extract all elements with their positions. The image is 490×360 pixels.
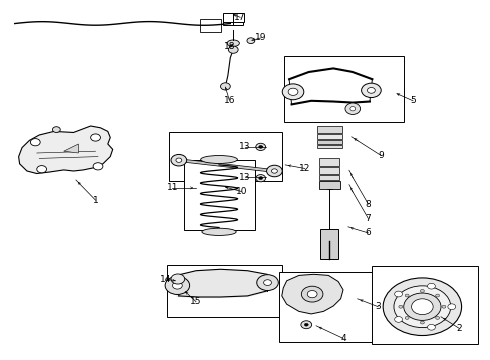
Bar <box>223 13 244 22</box>
Circle shape <box>264 280 271 285</box>
Circle shape <box>436 316 440 319</box>
Circle shape <box>304 323 308 326</box>
Text: 5: 5 <box>410 96 416 105</box>
Circle shape <box>165 276 190 294</box>
Bar <box>317 126 342 133</box>
Bar <box>372 266 478 344</box>
Text: 18: 18 <box>223 42 235 51</box>
Bar <box>317 134 342 139</box>
Circle shape <box>399 305 403 308</box>
Bar <box>320 229 338 259</box>
Circle shape <box>259 145 263 148</box>
Circle shape <box>404 293 441 320</box>
Circle shape <box>256 143 266 150</box>
Circle shape <box>37 166 47 173</box>
Circle shape <box>171 154 187 166</box>
Text: 6: 6 <box>366 229 371 238</box>
Circle shape <box>394 291 402 297</box>
Bar <box>279 272 375 342</box>
Text: 13: 13 <box>239 143 251 152</box>
Bar <box>317 145 342 148</box>
Circle shape <box>91 134 100 141</box>
Polygon shape <box>19 126 113 174</box>
Circle shape <box>368 87 375 93</box>
Text: 17: 17 <box>234 13 246 22</box>
Bar <box>223 15 243 25</box>
Circle shape <box>448 304 456 310</box>
Circle shape <box>301 286 323 302</box>
Ellipse shape <box>202 228 236 235</box>
Circle shape <box>394 316 402 322</box>
Text: 8: 8 <box>366 199 371 209</box>
Circle shape <box>257 275 278 291</box>
Circle shape <box>405 294 409 297</box>
Circle shape <box>267 165 282 177</box>
Circle shape <box>383 278 462 336</box>
Text: 2: 2 <box>456 324 462 333</box>
Circle shape <box>282 84 304 100</box>
Bar <box>319 158 339 166</box>
Circle shape <box>176 158 182 162</box>
Bar <box>318 181 340 189</box>
Circle shape <box>172 282 182 289</box>
Bar <box>169 132 282 181</box>
Bar <box>184 160 255 230</box>
Polygon shape <box>282 274 343 314</box>
Bar <box>284 56 404 122</box>
Circle shape <box>350 107 356 111</box>
Circle shape <box>412 299 433 315</box>
Circle shape <box>442 305 446 308</box>
Circle shape <box>420 321 424 324</box>
Circle shape <box>288 88 298 95</box>
Circle shape <box>301 321 312 329</box>
Text: 1: 1 <box>93 196 98 204</box>
Circle shape <box>247 38 255 44</box>
Circle shape <box>362 83 381 98</box>
Circle shape <box>345 103 361 114</box>
Text: 10: 10 <box>236 187 247 196</box>
Text: 14: 14 <box>160 275 172 284</box>
Circle shape <box>428 324 436 330</box>
Circle shape <box>405 316 409 319</box>
Circle shape <box>93 163 103 170</box>
Circle shape <box>420 289 424 292</box>
Circle shape <box>30 139 40 146</box>
Text: 4: 4 <box>340 334 346 343</box>
Text: 11: 11 <box>167 184 178 193</box>
Circle shape <box>428 283 436 289</box>
Polygon shape <box>64 144 78 153</box>
Circle shape <box>52 127 60 132</box>
Text: 3: 3 <box>375 302 381 311</box>
Circle shape <box>307 291 317 298</box>
Circle shape <box>259 177 263 180</box>
Bar <box>317 140 342 144</box>
Circle shape <box>394 286 451 328</box>
Circle shape <box>256 175 266 182</box>
Text: 9: 9 <box>378 151 384 160</box>
Text: 19: 19 <box>255 33 267 42</box>
Bar <box>200 19 221 32</box>
Circle shape <box>220 83 230 90</box>
Text: 13: 13 <box>239 173 251 182</box>
Bar <box>319 167 339 174</box>
Text: 16: 16 <box>223 96 235 105</box>
Bar <box>319 175 339 180</box>
Ellipse shape <box>201 156 237 163</box>
Circle shape <box>171 274 185 284</box>
Text: 12: 12 <box>299 164 311 173</box>
Ellipse shape <box>227 40 239 46</box>
Circle shape <box>228 46 238 53</box>
Text: 7: 7 <box>366 214 371 223</box>
Circle shape <box>271 169 277 173</box>
Bar <box>167 265 282 317</box>
Circle shape <box>436 294 440 297</box>
Text: 15: 15 <box>190 297 202 306</box>
